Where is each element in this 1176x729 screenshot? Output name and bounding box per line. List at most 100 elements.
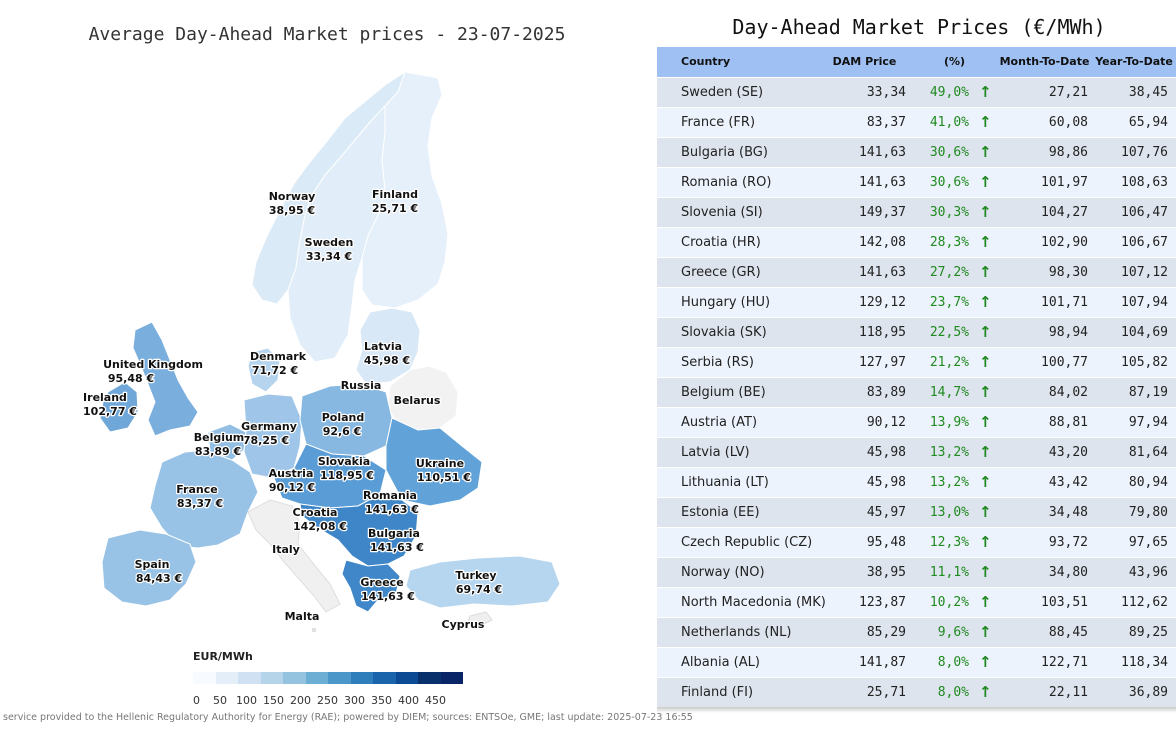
table-row[interactable]: Estonia (EE) 45,97 13,0% ↑ 34,48 79,80	[657, 496, 1176, 527]
arrow-up-icon: ↑	[971, 586, 998, 617]
table-row[interactable]: Netherlands (NL) 85,29 9,6% ↑ 88,45 89,25	[657, 616, 1176, 647]
table-row[interactable]: Albania (AL) 141,87 8,0% ↑ 122,71 118,34	[657, 646, 1176, 677]
table-row[interactable]: Norway (NO) 38,95 11,1% ↑ 34,80 43,96	[657, 556, 1176, 587]
country-greece[interactable]	[341, 559, 401, 613]
country-malta[interactable]	[311, 627, 317, 633]
country-cell: Czech Republic (CZ)	[657, 526, 817, 557]
country-turkey[interactable]	[405, 555, 561, 609]
legend-color-bar	[193, 672, 463, 684]
label-finland-name: Finland	[372, 188, 418, 201]
country-balkans[interactable]	[299, 493, 419, 567]
label-romania-name: Romania	[363, 489, 417, 502]
country-central-europe[interactable]	[273, 443, 387, 509]
header-dam-price[interactable]: DAM Price	[817, 47, 912, 77]
label-denmark-price: 71,72 €	[252, 364, 298, 377]
dam-price-cell: 118,95	[817, 316, 912, 347]
dam-price-cell: 85,29	[817, 616, 912, 647]
percent-cell: 30,3%	[912, 196, 971, 227]
year-to-date-cell: 107,12	[1092, 256, 1176, 287]
table-row[interactable]: Hungary (HU) 129,12 23,7% ↑ 101,71 107,94	[657, 286, 1176, 317]
country-cell: Lithuania (LT)	[657, 466, 817, 497]
table-row[interactable]: North Macedonia (MK) 123,87 10,2% ↑ 103,51 11…	[657, 586, 1176, 617]
arrow-up-icon: ↑	[971, 106, 998, 137]
table-row[interactable]: Austria (AT) 90,12 13,9% ↑ 88,81 97,94	[657, 406, 1176, 437]
table-header-row: Country DAM Price (%) Month-To-Date Year…	[657, 47, 1176, 77]
dam-price-cell: 83,37	[817, 106, 912, 137]
table-row[interactable]: Czech Republic (CZ) 95,48 12,3% ↑ 93,72 97,65	[657, 526, 1176, 557]
country-ireland[interactable]	[99, 381, 139, 433]
table-row[interactable]: Finland (FI) 25,71 8,0% ↑ 22,11 36,89	[657, 676, 1176, 707]
year-to-date-cell: 106,67	[1092, 226, 1176, 257]
country-finland[interactable]	[361, 71, 449, 309]
percent-cell: 10,2%	[912, 586, 971, 617]
label-ireland-price: 102,77 €	[83, 405, 137, 418]
label-sweden-price: 33,34 €	[306, 250, 352, 263]
month-to-date-cell: 60,08	[997, 106, 1093, 137]
label-greece-name: Greece	[360, 576, 403, 589]
table-row[interactable]: Slovenia (SI) 149,37 30,3% ↑ 104,27 106,47	[657, 196, 1176, 227]
label-austria-price: 90,12 €	[269, 481, 315, 494]
year-to-date-cell: 81,64	[1092, 436, 1176, 467]
table-row[interactable]: Belgium (BE) 83,89 14,7% ↑ 84,02 87,19	[657, 376, 1176, 407]
table-row[interactable]: Bulgaria (BG) 141,63 30,6% ↑ 98,86 107,76	[657, 136, 1176, 167]
month-to-date-cell: 102,90	[997, 226, 1093, 257]
year-to-date-cell: 107,76	[1092, 136, 1176, 167]
country-ukraine[interactable]	[385, 417, 483, 507]
table-row[interactable]: Croatia (HR) 142,08 28,3% ↑ 102,90 106,67	[657, 226, 1176, 257]
label-croatia-name: Croatia	[293, 506, 338, 519]
label-finland-price: 25,71 €	[372, 202, 418, 215]
table-row[interactable]: Latvia (LV) 45,98 13,2% ↑ 43,20 81,64	[657, 436, 1176, 467]
country-uk[interactable]	[132, 321, 199, 437]
dam-price-cell: 38,95	[817, 556, 912, 587]
table-row[interactable]: Lithuania (LT) 45,98 13,2% ↑ 43,42 80,94	[657, 466, 1176, 497]
country-cell: Finland (FI)	[657, 676, 817, 707]
country-cell: Croatia (HR)	[657, 226, 817, 257]
header-month-to-date[interactable]: Month-To-Date	[997, 47, 1093, 77]
table-row[interactable]: Slovakia (SK) 118,95 22,5% ↑ 98,94 104,69	[657, 316, 1176, 347]
arrow-up-icon: ↑	[971, 406, 998, 437]
country-denmark[interactable]	[247, 347, 281, 393]
percent-cell: 14,7%	[912, 376, 971, 407]
dam-price-cell: 141,63	[817, 256, 912, 287]
country-cell: Netherlands (NL)	[657, 616, 817, 647]
table-row[interactable]: France (FR) 83,37 41,0% ↑ 60,08 65,94	[657, 106, 1176, 137]
table-row[interactable]: Serbia (RS) 127,97 21,2% ↑ 100,77 105,82	[657, 346, 1176, 377]
arrow-up-icon: ↑	[971, 496, 998, 527]
dam-price-cell: 90,12	[817, 406, 912, 437]
arrow-up-icon: ↑	[971, 376, 998, 407]
country-cell: North Macedonia (MK)	[657, 586, 826, 617]
header-country[interactable]: Country	[657, 47, 817, 77]
table-row[interactable]: Greece (GR) 141,63 27,2% ↑ 98,30 107,12	[657, 256, 1176, 287]
label-slovakia-name: Slovakia	[318, 455, 370, 468]
country-cell: Greece (GR)	[657, 256, 817, 287]
arrow-up-icon: ↑	[971, 76, 998, 107]
table-row[interactable]: Sweden (SE) 33,34 49,0% ↑ 27,21 38,45	[657, 76, 1176, 107]
arrow-up-icon: ↑	[971, 256, 998, 287]
month-to-date-cell: 98,86	[997, 136, 1093, 167]
header-percent[interactable]: (%)	[912, 47, 998, 77]
month-to-date-cell: 101,97	[997, 166, 1093, 197]
label-cyprus-name: Cyprus	[442, 618, 485, 631]
header-year-to-date[interactable]: Year-To-Date	[1092, 47, 1176, 77]
year-to-date-cell: 80,94	[1092, 466, 1176, 497]
year-to-date-cell: 104,69	[1092, 316, 1176, 347]
country-baltics[interactable]	[355, 307, 421, 385]
country-cell: Slovenia (SI)	[657, 196, 817, 227]
label-malta-name: Malta	[285, 610, 320, 623]
month-to-date-cell: 22,11	[997, 676, 1093, 707]
label-ukraine-name: Ukraine	[416, 457, 464, 470]
country-cyprus[interactable]	[467, 611, 493, 627]
label-croatia-price: 142,08 €	[293, 520, 347, 533]
country-spain[interactable]	[101, 529, 197, 607]
label-slovakia-price: 118,95 €	[320, 469, 374, 482]
dam-price-cell: 33,34	[817, 76, 912, 107]
table-row[interactable]: Romania (RO) 141,63 30,6% ↑ 101,97 108,63	[657, 166, 1176, 197]
label-poland-price: 92,6 €	[323, 425, 362, 438]
arrow-up-icon: ↑	[971, 676, 998, 707]
country-italy[interactable]	[247, 499, 341, 613]
month-to-date-cell: 84,02	[997, 376, 1093, 407]
legend-tick: 50	[213, 694, 227, 707]
country-cell: Bulgaria (BG)	[657, 136, 817, 167]
year-to-date-cell: 105,82	[1092, 346, 1176, 377]
year-to-date-cell: 97,65	[1092, 526, 1176, 557]
